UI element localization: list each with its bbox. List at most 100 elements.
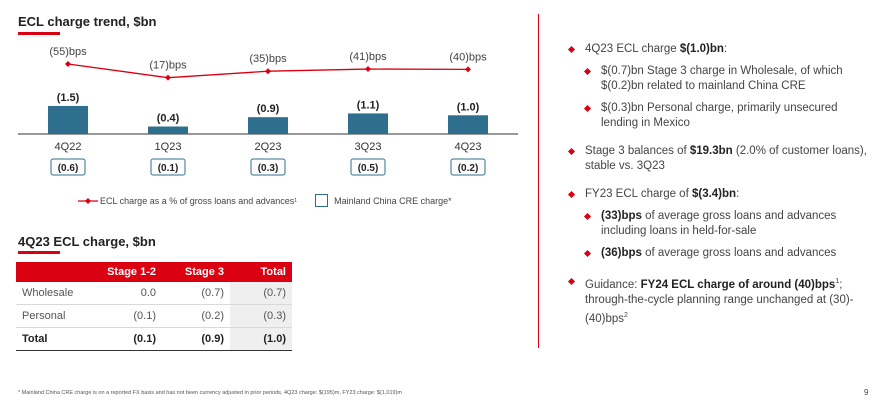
- table-header: Stage 3: [162, 262, 230, 282]
- legend-box-label: Mainland China CRE charge*: [334, 195, 452, 206]
- bar-value-label: (1.0): [457, 101, 480, 113]
- category-label: 4Q22: [55, 141, 82, 153]
- bullet-diamond-icon: [583, 104, 592, 113]
- table-total-row: Total (0.1) (0.9) (1.0): [16, 327, 292, 351]
- cre-box: [450, 158, 486, 176]
- chart-title: ECL charge trend, $bn: [18, 14, 157, 29]
- table-cell: (0.3): [230, 304, 292, 328]
- bullet-text: Stage 3 balances of: [585, 145, 690, 157]
- table-header: Stage 1-2: [94, 262, 162, 282]
- ecl-table: Stage 1-2 Stage 3 Total Wholesale 0.0 (0…: [16, 262, 292, 351]
- bullet-item: Stage 3 balances of $19.3bn (2.0% of cus…: [567, 144, 869, 174]
- bullet-diamond-icon: [583, 212, 592, 221]
- bullet-sup: 2: [624, 311, 628, 319]
- sub-bullet-item: $(0.3)bn Personal charge, primarily unse…: [569, 101, 869, 131]
- cre-value-label: (0.6): [58, 163, 79, 174]
- bullet-bold: (33)bps: [601, 210, 642, 222]
- table-row: Wholesale 0.0 (0.7) (0.7): [16, 282, 292, 305]
- ecl-bar: [148, 126, 188, 134]
- bullet-text: :: [723, 43, 728, 55]
- table-cell: Personal: [16, 304, 94, 328]
- table-header-row: Stage 1-2 Stage 3 Total: [16, 262, 292, 282]
- cre-box: [250, 158, 286, 176]
- bullet-text: of average gross loans and advances incl…: [601, 210, 837, 237]
- bullet-text: 4Q23 ECL charge: [585, 43, 680, 55]
- ecl-bar: [48, 105, 88, 134]
- bullet-text: Guidance:: [585, 278, 641, 291]
- table-cell: Total: [16, 327, 94, 351]
- bullet-text: of average gross loans and advances: [641, 247, 837, 259]
- table-cell: (1.0): [230, 327, 292, 351]
- sub-bullet-item: (36)bps of average gross loans and advan…: [569, 246, 869, 261]
- bullet-diamond-icon: [583, 249, 592, 258]
- ecl-bar: [248, 117, 288, 134]
- legend-line-label: ECL charge as a % of gross loans and adv…: [100, 195, 295, 206]
- footnote: * Mainland China CRE charge is on a repo…: [18, 390, 402, 396]
- bps-point: [365, 66, 371, 73]
- bullet-sup: 1: [835, 278, 840, 285]
- table-cell: 0.0: [94, 282, 162, 305]
- page-number: 9: [864, 388, 869, 397]
- table-title-underline: [18, 251, 60, 254]
- bullet-bold: FY24 ECL charge of around (40)bps: [640, 278, 836, 291]
- cre-box: [50, 158, 86, 176]
- bps-point: [465, 66, 471, 73]
- bullet-item: 4Q23 ECL charge $(1.0)bn:: [567, 42, 869, 57]
- cre-value-label: (0.2): [458, 163, 479, 174]
- bullet-text: $(0.7)bn Stage 3 charge in Wholesale, of…: [601, 65, 843, 92]
- chart-title-underline: [18, 32, 60, 35]
- category-label: 1Q23: [155, 141, 182, 153]
- ecl-chart: (1.5) 4Q22 (0.6) (0.4) 1Q23 (0.1) (0.9) 2Q23 (0.…: [18, 46, 518, 176]
- ecl-bar: [448, 115, 488, 134]
- bar-value-label: (0.4): [157, 113, 180, 125]
- bullet-item: Guidance: FY24 ECL charge of around (40)…: [567, 274, 869, 327]
- ecl-bar: [348, 113, 388, 134]
- bar-value-label: (1.5): [57, 92, 80, 104]
- bullet-bold: $19.3bn: [689, 145, 733, 157]
- bullet-text: $(0.3)bn Personal charge, primarily unse…: [601, 102, 838, 129]
- bullet-text: ; through-the-cycle planning range uncha…: [585, 278, 854, 325]
- bullet-diamond-icon: [567, 190, 576, 199]
- vertical-divider: [538, 14, 539, 348]
- bps-value-label: (41)bps: [349, 51, 387, 63]
- bps-point: [265, 68, 271, 75]
- table-cell: (0.1): [94, 327, 162, 351]
- table-cell: (0.7): [162, 282, 230, 305]
- category-label: 3Q23: [355, 141, 382, 153]
- cre-value-label: (0.1): [158, 163, 179, 174]
- table-cell: (0.7): [230, 282, 292, 305]
- bar-value-label: (0.9): [257, 103, 280, 115]
- legend-box-swatch: [315, 194, 329, 207]
- bullet-diamond-icon: [583, 67, 592, 76]
- table-cell: Wholesale: [16, 282, 94, 305]
- sub-bullet-item: (33)bps of average gross loans and advan…: [569, 209, 869, 239]
- bullet-bold: (36)bps: [601, 247, 642, 259]
- table-cell: (0.9): [162, 327, 230, 351]
- bullet-text: (2.0% of customer loans), stable vs. 3Q2…: [585, 145, 867, 172]
- bullet-bold: $(1.0)bn: [679, 43, 724, 55]
- sub-bullet-item: $(0.7)bn Stage 3 charge in Wholesale, of…: [569, 64, 869, 94]
- legend-line-swatch: [78, 197, 98, 204]
- table-row: Personal (0.1) (0.2) (0.3): [16, 304, 292, 328]
- legend-line-sup: 1: [294, 197, 298, 204]
- table-cell: (0.1): [94, 304, 162, 328]
- bps-value-label: (35)bps: [249, 53, 287, 65]
- bullet-diamond-icon: [567, 147, 576, 156]
- table-title: 4Q23 ECL charge, $bn: [18, 234, 156, 249]
- bullet-text: FY23 ECL charge of: [585, 188, 692, 200]
- bullet-diamond-icon: [567, 277, 576, 286]
- bar-value-label: (1.1): [357, 99, 380, 111]
- table-header: [16, 262, 94, 282]
- bullet-list: 4Q23 ECL charge $(1.0)bn: $(0.7)bn Stage…: [567, 42, 869, 327]
- category-label: 2Q23: [255, 141, 282, 153]
- cre-box: [350, 158, 386, 176]
- bullet-bold: $(3.4)bn: [691, 188, 737, 200]
- bullet-diamond-icon: [567, 45, 576, 54]
- cre-value-label: (0.5): [358, 163, 379, 174]
- bps-point: [65, 61, 71, 67]
- bps-value-label: (17)bps: [149, 60, 187, 72]
- bps-value-label: (55)bps: [49, 46, 87, 58]
- table-header: Total: [230, 262, 292, 282]
- bullet-item: FY23 ECL charge of $(3.4)bn:: [567, 187, 869, 202]
- bullet-text: :: [736, 188, 740, 200]
